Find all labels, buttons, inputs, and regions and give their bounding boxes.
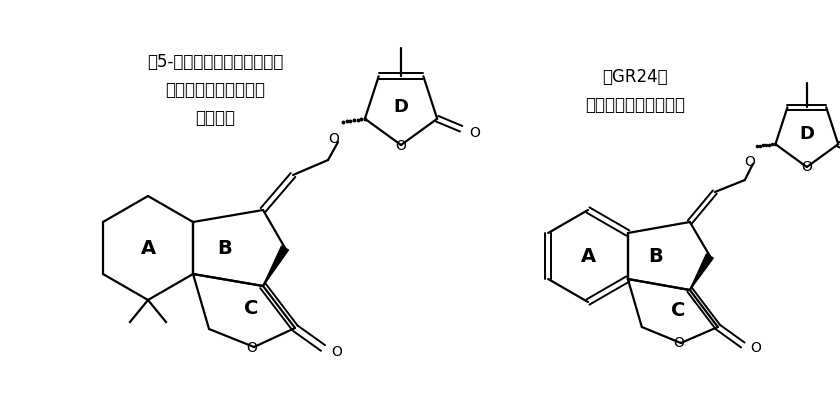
- Text: A: A: [580, 247, 596, 266]
- Text: O: O: [674, 336, 685, 350]
- Text: 人工ストリゴラクトン: 人工ストリゴラクトン: [585, 96, 685, 114]
- Text: B: B: [218, 239, 233, 258]
- Text: O: O: [801, 160, 812, 174]
- Text: O: O: [247, 341, 258, 355]
- Text: C: C: [671, 301, 685, 320]
- Text: O: O: [750, 341, 761, 355]
- Text: D: D: [393, 98, 408, 116]
- Text: C: C: [244, 299, 258, 318]
- Text: A: A: [140, 239, 155, 258]
- Text: D: D: [800, 125, 814, 143]
- Text: B: B: [648, 247, 664, 266]
- Text: O: O: [328, 132, 339, 146]
- Text: 天然ストリゴラクトン: 天然ストリゴラクトン: [165, 81, 265, 99]
- Text: 代表的な: 代表的な: [195, 109, 235, 127]
- Text: O: O: [396, 139, 407, 153]
- Text: O: O: [331, 345, 342, 359]
- Text: O: O: [470, 126, 480, 140]
- Text: （5-デオキシストリゴール）: （5-デオキシストリゴール）: [147, 53, 283, 71]
- Polygon shape: [690, 254, 713, 290]
- Text: （GR24）: （GR24）: [602, 68, 668, 86]
- Polygon shape: [263, 246, 288, 286]
- Text: O: O: [744, 155, 755, 169]
